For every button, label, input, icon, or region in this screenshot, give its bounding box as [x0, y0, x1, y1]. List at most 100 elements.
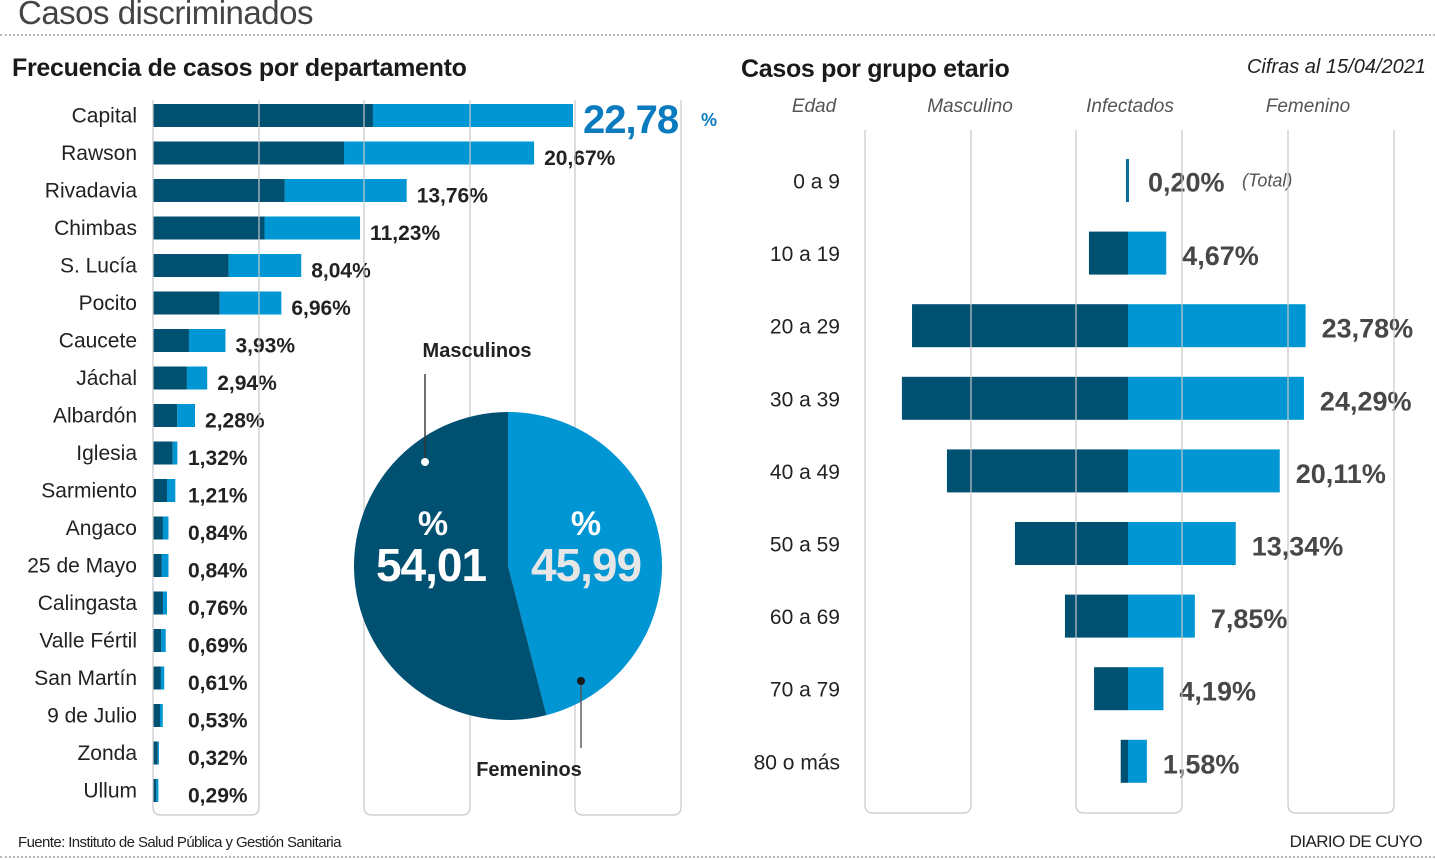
dept-bar-male	[153, 591, 163, 615]
dept-bar-female	[162, 591, 168, 615]
age-bar-female	[1128, 376, 1304, 420]
grid-column	[152, 100, 260, 816]
dept-category-label: Jáchal	[76, 367, 137, 390]
dept-value-suffix: %	[701, 110, 717, 130]
age-bar-male	[1064, 594, 1128, 638]
age-bar-female	[1128, 231, 1167, 275]
pie-symbol-masculinos: %	[418, 505, 448, 543]
source-note: Fuente: Instituto de Salud Pública y Ges…	[18, 834, 341, 851]
age-bar-male	[1014, 522, 1128, 565]
age-category-label: 70 a 79	[770, 679, 840, 702]
col-header-masculino: Masculino	[927, 96, 1013, 117]
dept-bar-female	[161, 629, 166, 652]
dept-bar-female	[172, 441, 178, 465]
age-total-note: (Total)	[1242, 171, 1292, 191]
dept-value-label: 0,84%	[188, 522, 248, 545]
dept-category-label: Sarmiento	[41, 480, 137, 503]
age-category-label: 50 a 59	[770, 534, 840, 557]
age-value-label: 0,20%	[1148, 168, 1225, 198]
dept-value-label: 8,04%	[311, 260, 371, 283]
grid-column	[1287, 130, 1395, 814]
dept-category-label: Iglesia	[76, 442, 137, 465]
dept-category-label: Caucete	[59, 330, 137, 353]
dept-chart-title: Frecuencia de casos por departamento	[12, 54, 467, 82]
age-value-label: 23,78%	[1322, 314, 1414, 344]
dept-value-label: 2,28%	[205, 410, 265, 433]
dept-bar-male	[153, 629, 162, 652]
col-header-infectados: Infectados	[1086, 96, 1174, 117]
dept-category-label: Rivadavia	[45, 180, 138, 203]
page-title: Casos discriminados	[18, 0, 313, 31]
callout-dot-masculinos	[421, 458, 429, 466]
dept-value-label: 3,93%	[235, 335, 295, 358]
age-bar-total	[1126, 159, 1129, 202]
grid-column	[363, 100, 471, 816]
dept-bar-female	[372, 104, 573, 127]
dept-bar-male	[153, 329, 189, 352]
age-bar-male	[1094, 667, 1128, 711]
dept-bar-female	[157, 741, 159, 765]
dept-bar-female	[160, 704, 163, 727]
dept-value-label: 22,78	[583, 98, 679, 142]
dept-bar-male	[153, 179, 285, 202]
dept-category-label: Rawson	[61, 142, 137, 165]
col-header-edad: Edad	[791, 96, 837, 117]
dept-category-label: Pocito	[79, 292, 137, 315]
dept-bar-female	[177, 404, 196, 427]
age-bar-male	[1120, 739, 1128, 783]
age-bar-male	[912, 304, 1128, 348]
age-category-label: 0 a 9	[793, 171, 840, 194]
dept-value-label: 0,53%	[188, 710, 248, 733]
age-bar-female	[1128, 667, 1164, 711]
pie-legend-masculinos: Masculinos	[423, 340, 532, 362]
dept-bar-male	[153, 366, 187, 390]
dept-bar-male	[153, 404, 178, 427]
dept-value-label: 0,32%	[188, 747, 248, 770]
dept-category-label: Capital	[72, 105, 137, 128]
date-note: Cifras al 15/04/2021	[1246, 56, 1426, 78]
dept-bar-female	[161, 554, 169, 577]
dept-bar-female	[167, 479, 176, 502]
dept-value-label: 1,21%	[188, 485, 248, 508]
age-value-label: 20,11%	[1296, 459, 1386, 489]
col-header-femenino: Femenino	[1265, 96, 1351, 117]
dept-bar-male	[153, 441, 173, 465]
dept-bar-male	[153, 741, 158, 765]
dept-bar-male	[153, 704, 161, 727]
pie-slice-femeninos	[508, 412, 662, 716]
dept-bar-female	[186, 366, 208, 390]
dept-bar-male	[153, 554, 162, 577]
age-value-label: 1,58%	[1163, 749, 1240, 779]
age-category-label: 40 a 49	[770, 461, 840, 484]
age-bar-male	[1088, 231, 1128, 275]
dept-bar-male	[153, 141, 345, 165]
age-bar-female	[1128, 594, 1195, 638]
dept-bar-female	[162, 516, 169, 540]
dept-category-label: Calingasta	[38, 592, 138, 615]
dept-category-label: San Martín	[34, 667, 137, 690]
age-bar-male	[946, 449, 1128, 493]
dept-bar-chart: Capital 22,78 % Rawson 20,67% Rivadavia 13,76%…	[27, 98, 717, 808]
dept-value-label: 0,61%	[188, 672, 248, 695]
age-category-label: 20 a 29	[770, 316, 840, 339]
dept-bar-male	[153, 104, 373, 127]
age-value-label: 24,29%	[1320, 386, 1412, 416]
dept-value-label: 0,29%	[188, 785, 248, 808]
dept-bar-female	[264, 216, 361, 240]
dept-value-label: 20,67%	[544, 147, 616, 170]
dept-bar-female	[160, 666, 165, 690]
dept-bar-female	[228, 254, 302, 277]
age-category-label: 10 a 19	[770, 243, 840, 266]
dept-bar-female	[284, 179, 407, 202]
age-value-label: 7,85%	[1211, 604, 1288, 634]
title-divider	[0, 34, 1435, 36]
dept-bar-male	[153, 291, 220, 315]
age-value-label: 4,19%	[1179, 677, 1256, 707]
dept-category-label: Zonda	[77, 742, 137, 765]
dept-value-label: 0,69%	[188, 635, 248, 658]
dept-category-label: Ullum	[83, 780, 137, 803]
dept-bar-male	[153, 216, 265, 240]
pie-symbol-femeninos: %	[571, 505, 601, 543]
